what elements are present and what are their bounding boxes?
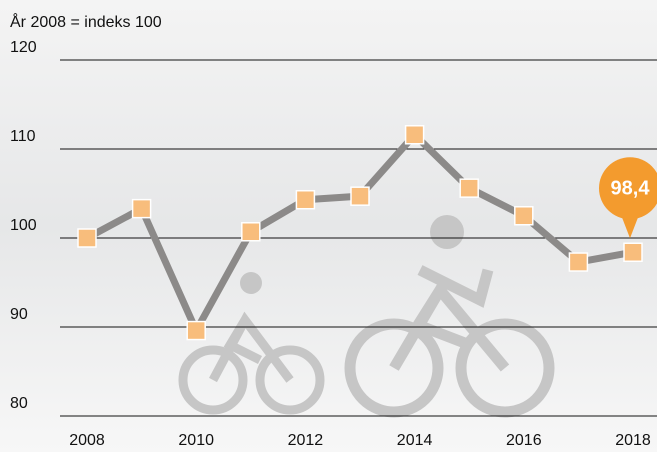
marker — [77, 228, 97, 248]
y-tick-label: 80 — [10, 395, 28, 412]
cyclist-large — [344, 215, 555, 418]
x-tick-label: 2008 — [69, 432, 105, 449]
x-tick-label: 2016 — [506, 432, 542, 449]
label-bubble — [599, 157, 657, 220]
y-tick-label: 110 — [10, 128, 36, 145]
marker — [459, 178, 479, 198]
marker — [131, 198, 152, 219]
marker — [568, 252, 589, 272]
y-tick-label: 120 — [10, 39, 37, 56]
marker — [623, 242, 643, 262]
y-tick-label: 100 — [10, 217, 37, 234]
data-label: 98,4 — [611, 178, 651, 200]
x-tick-label: 2014 — [397, 432, 433, 449]
marker — [241, 222, 261, 242]
x-tick-label: 2018 — [615, 432, 651, 449]
marker — [514, 206, 534, 226]
marker — [295, 189, 316, 210]
y-tick-label: 90 — [10, 306, 28, 323]
marker — [350, 186, 370, 206]
marker — [404, 125, 425, 145]
x-tick-label: 2010 — [178, 432, 214, 449]
y-axis-label: År 2008 = indeks 100 — [10, 12, 162, 31]
marker — [186, 320, 206, 341]
x-tick-label: 2012 — [288, 432, 324, 449]
cyclist-small — [178, 272, 325, 415]
